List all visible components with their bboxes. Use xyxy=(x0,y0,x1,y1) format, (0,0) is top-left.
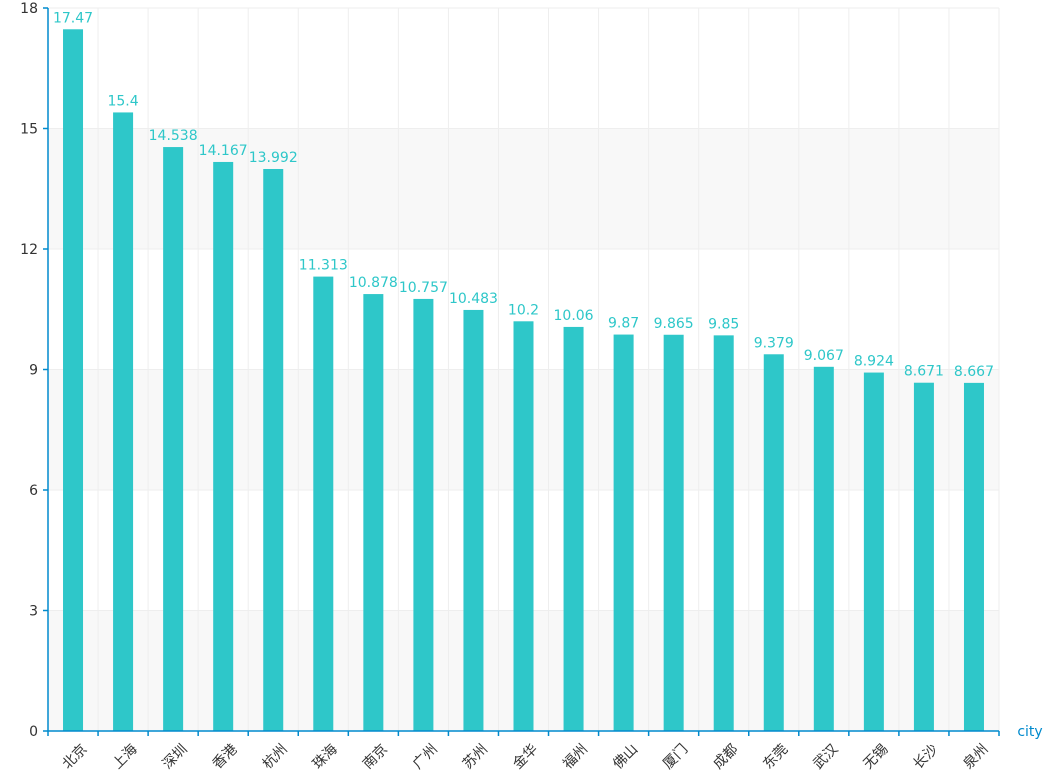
y-tick-label: 6 xyxy=(29,483,38,499)
x-tick-label: 厦门 xyxy=(660,741,691,772)
bars xyxy=(63,29,984,732)
bar-value-label: 8.924 xyxy=(854,354,894,370)
bar-value-label: 9.865 xyxy=(654,316,694,332)
x-axis-label: city xyxy=(1017,724,1042,740)
x-tick-label: 杭州 xyxy=(260,741,291,772)
x-tick-label: 上海 xyxy=(110,741,141,772)
y-tick-label: 15 xyxy=(20,122,38,138)
bar xyxy=(963,382,984,731)
bar-value-label: 14.167 xyxy=(199,143,248,159)
y-tick-label: 18 xyxy=(20,1,38,17)
bar-value-label: 10.878 xyxy=(349,275,398,291)
y-tick-label: 12 xyxy=(20,242,38,258)
x-tick-label: 泉州 xyxy=(960,741,992,773)
bar-value-label: 9.379 xyxy=(754,335,794,351)
bar xyxy=(263,168,284,731)
bar xyxy=(513,321,534,731)
y-tick-label: 0 xyxy=(29,724,38,740)
bar xyxy=(163,147,184,731)
bar-value-label: 9.067 xyxy=(804,348,844,364)
bar-value-label: 14.538 xyxy=(149,128,198,144)
bar-value-label: 11.313 xyxy=(299,258,348,274)
bar xyxy=(213,161,234,731)
bar xyxy=(463,309,484,731)
bar xyxy=(763,354,784,731)
bar-value-label: 8.671 xyxy=(904,364,944,380)
bar xyxy=(613,334,634,731)
bar-value-label: 9.85 xyxy=(708,316,739,332)
x-tick-label: 北京 xyxy=(60,741,91,772)
bar-value-label: 17.47 xyxy=(53,10,93,26)
bar-value-label: 13.992 xyxy=(249,150,298,166)
y-axis-ticks: 0 3 6 9 12 15 18 xyxy=(20,1,48,740)
x-tick-label: 福州 xyxy=(560,741,591,772)
grid-lines xyxy=(48,7,1000,731)
x-tick-label: 东莞 xyxy=(760,741,791,772)
bar-value-label: 10.2 xyxy=(508,302,539,318)
x-tick-label: 长沙 xyxy=(910,741,941,772)
x-tick-label: 金华 xyxy=(510,741,541,772)
x-tick-label: 南京 xyxy=(360,741,391,772)
grid-band xyxy=(48,8,999,129)
x-tick-label: 成都 xyxy=(710,741,741,772)
bar-value-label: 10.757 xyxy=(399,280,448,296)
x-tick-label: 武汉 xyxy=(810,741,841,772)
x-tick-label: 苏州 xyxy=(460,741,491,772)
bar xyxy=(113,112,134,731)
bar-value-label: 10.06 xyxy=(554,308,594,324)
bar xyxy=(913,382,934,731)
x-axis-ticks: 北京 上海 深圳 香港 杭州 珠海 南京 广州 苏州 金华 福州 佛山 厦门 成都 东莞 武汉 无锡 长沙 泉州 xyxy=(47,731,1000,773)
bar-value-label: 9.87 xyxy=(608,316,639,332)
x-tick-label: 广州 xyxy=(410,741,441,772)
bar xyxy=(863,372,884,731)
x-tick-label: 香港 xyxy=(210,741,241,772)
bar xyxy=(563,326,584,731)
bar-value-label: 15.4 xyxy=(107,93,138,109)
bar-value-label: 8.667 xyxy=(954,364,994,380)
bar xyxy=(313,276,334,731)
x-tick-label: 无锡 xyxy=(860,741,891,772)
x-tick-label: 佛山 xyxy=(610,741,641,772)
x-tick-label: 珠海 xyxy=(310,741,341,772)
y-tick-label: 9 xyxy=(29,363,38,379)
x-tick-label: 深圳 xyxy=(160,741,191,772)
grid-bands xyxy=(48,8,999,731)
bar xyxy=(663,334,684,731)
bar xyxy=(813,366,834,731)
bar xyxy=(363,294,384,731)
bar xyxy=(713,335,734,731)
bar xyxy=(413,298,434,731)
bar-value-label: 10.483 xyxy=(449,291,498,307)
grid-band xyxy=(48,128,999,249)
bar xyxy=(63,29,84,732)
y-tick-label: 3 xyxy=(29,604,38,620)
